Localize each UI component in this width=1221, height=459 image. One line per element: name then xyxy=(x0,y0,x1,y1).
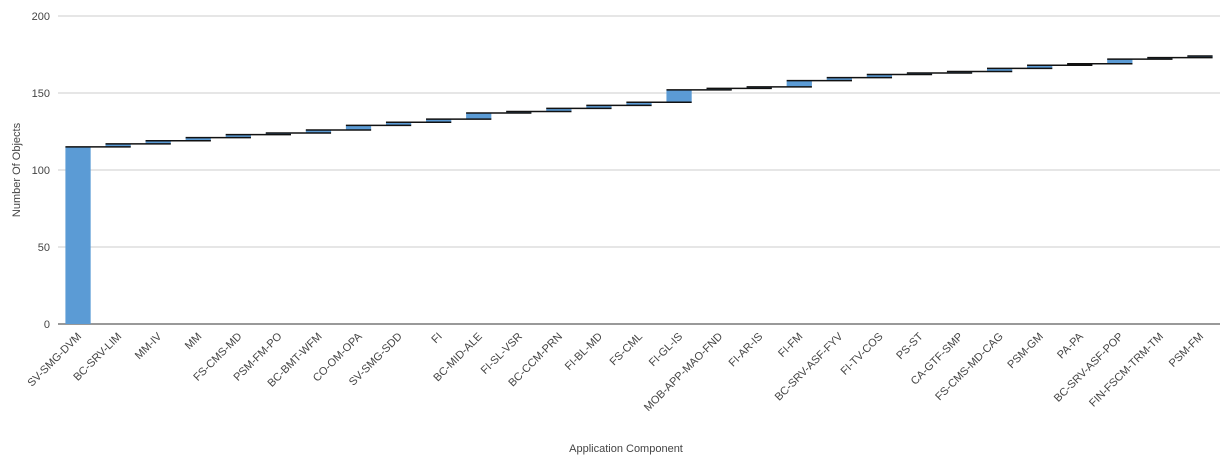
x-tick-label: MM-IV xyxy=(133,330,165,362)
bar xyxy=(105,143,131,147)
bar xyxy=(706,88,732,90)
bar xyxy=(185,137,211,141)
x-tick-label: FIN-FSCM-TRM-TM xyxy=(1087,331,1166,410)
gridlines xyxy=(58,15,1220,325)
x-tick-label: FI-AR-IS xyxy=(727,331,766,370)
y-tick-label: 0 xyxy=(44,319,50,331)
bar xyxy=(1107,59,1133,64)
x-tick-label: FS-CMS-MD-CAG xyxy=(933,331,1005,403)
x-tick-label: BC-SRV-ASF-FYV xyxy=(773,330,846,403)
x-tick-label: PSM-GM xyxy=(1005,331,1045,371)
bar xyxy=(65,146,91,324)
bar xyxy=(866,74,893,78)
bar xyxy=(1147,57,1173,60)
x-tick-label: FS-CML xyxy=(608,331,645,368)
x-tick-label: SV-SMG-DVM xyxy=(26,331,85,390)
bar xyxy=(265,133,292,135)
bar xyxy=(345,125,372,130)
bar xyxy=(1187,56,1213,58)
bar xyxy=(786,80,812,87)
bar xyxy=(1027,65,1053,69)
bar xyxy=(1067,63,1093,66)
bar xyxy=(746,86,772,89)
bar xyxy=(426,119,452,123)
bar xyxy=(586,105,612,109)
y-axis-ticks: 0 50 100 150 200 xyxy=(32,11,50,331)
x-tick-label: PA-PA xyxy=(1055,330,1086,361)
x-tick-label: FI-GL-IS xyxy=(647,331,685,369)
bar xyxy=(826,77,852,81)
bar xyxy=(305,129,332,134)
bar xyxy=(225,134,251,138)
bar xyxy=(466,113,492,120)
bar xyxy=(145,140,171,144)
x-tick-label: PSM-FM xyxy=(1167,331,1206,370)
x-tick-label: MM xyxy=(183,331,204,352)
y-axis-title: Number Of Objects xyxy=(11,122,23,217)
x-tick-label: PS-ST xyxy=(894,330,926,362)
x-axis-title: Application Component xyxy=(569,443,683,455)
bar xyxy=(666,89,692,103)
bar xyxy=(986,68,1013,72)
x-tick-label: FI-FM xyxy=(776,331,805,360)
x-tick-label: MOB-APP-MAO-FND xyxy=(642,331,725,414)
x-tick-label: FI-TV-COS xyxy=(839,331,886,378)
bars xyxy=(65,55,1213,324)
y-tick-label: 150 xyxy=(32,88,50,100)
x-tick-label: FI xyxy=(429,331,444,346)
bar xyxy=(546,108,572,112)
bar xyxy=(626,102,652,106)
x-tick-label: FI-BL-MD xyxy=(563,331,605,373)
bar xyxy=(906,72,933,75)
bar xyxy=(946,71,973,73)
y-tick-label: 50 xyxy=(38,242,50,254)
bar xyxy=(385,122,412,126)
bar xyxy=(506,111,532,114)
y-tick-label: 200 xyxy=(32,11,50,23)
y-tick-label: 100 xyxy=(32,165,50,177)
x-tick-label: BC-SRV-ASF-POP xyxy=(1052,331,1126,405)
